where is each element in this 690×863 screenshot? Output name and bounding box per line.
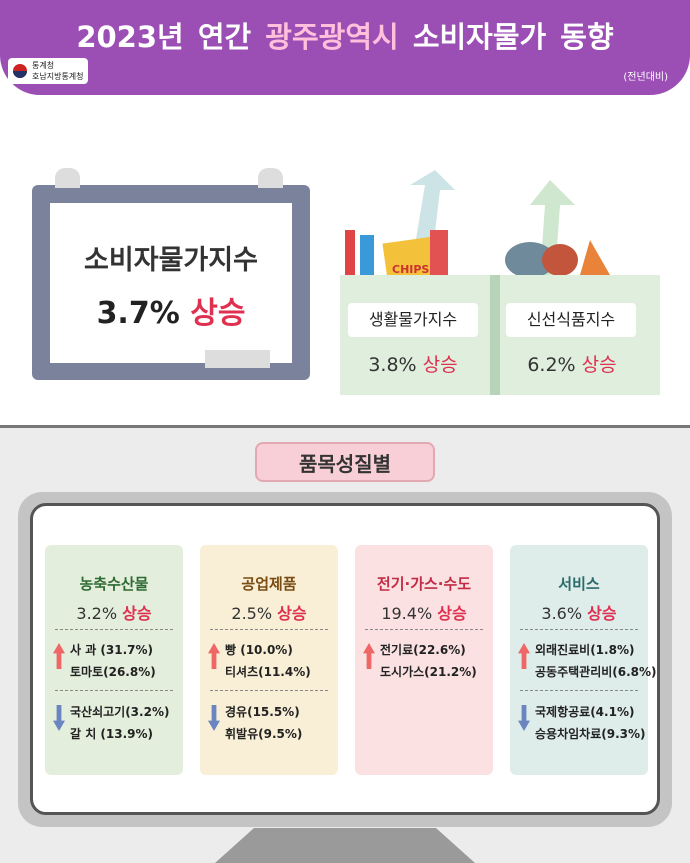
header	[0, 0, 690, 95]
down-item: 승용차임차료(9.3%)	[535, 727, 646, 741]
eraser	[205, 350, 270, 368]
up-item: 사 과 (31.7%)	[70, 643, 154, 657]
card-number: 2.5%	[231, 604, 273, 623]
card-title: 농축수산물	[79, 575, 149, 593]
section-title: 품목성질별	[255, 442, 435, 482]
sub-number: 6.2%	[527, 354, 576, 376]
sub-change: 상승	[422, 354, 458, 376]
down-item: 국산쇠고기(3.2%)	[70, 705, 170, 719]
card-number: 3.6%	[541, 604, 583, 623]
separator	[520, 629, 638, 630]
down-item: 갈 치 (13.9%)	[70, 727, 154, 741]
card	[200, 545, 338, 775]
logo-icon	[13, 64, 27, 78]
card-title: 공업제품	[241, 575, 297, 593]
sub-value: 6.2% 상승	[492, 350, 652, 377]
board-inner	[50, 203, 292, 363]
sub-number: 3.8%	[368, 354, 417, 376]
card-title: 서비스	[558, 575, 600, 593]
logo-agency: 통계청	[32, 61, 55, 70]
chips-label: CHIPS	[392, 263, 429, 276]
separator	[55, 690, 173, 691]
title: 2023년 연간 광주광역시 소비자물가 동향	[0, 14, 690, 56]
down-item: 휘발유(9.5%)	[225, 727, 303, 741]
separator	[210, 629, 328, 630]
separator	[55, 629, 173, 630]
main-label: 소비자물가지수	[84, 245, 258, 276]
card	[510, 545, 648, 775]
card-title: 전기·가스·수도	[376, 575, 472, 593]
down-item: 국제항공료(4.1%)	[535, 705, 635, 719]
separator	[365, 629, 483, 630]
card-number: 3.2%	[76, 604, 118, 623]
card-change: 상승	[587, 604, 617, 623]
monitor-stand	[215, 828, 475, 863]
separator	[210, 690, 328, 691]
card-value: 3.6% 상승	[510, 600, 648, 624]
note: (전년대비)	[623, 72, 668, 83]
logo-office: 호남지방통계청	[32, 72, 84, 81]
title-prefix: 2023년 연간	[76, 20, 252, 54]
separator	[520, 690, 638, 691]
card	[45, 545, 183, 775]
sub-value: 3.8% 상승	[333, 350, 493, 377]
card-value: 2.5% 상승	[200, 600, 338, 624]
card-value: 19.4% 상승	[355, 600, 493, 624]
up-item: 도시가스(21.2%)	[380, 665, 477, 679]
card-change: 상승	[437, 604, 467, 623]
card-change: 상승	[122, 604, 152, 623]
up-item: 빵 (10.0%)	[225, 643, 293, 657]
main-number: 3.7%	[96, 296, 180, 331]
up-item: 전기료(22.6%)	[380, 643, 466, 657]
up-item: 티셔츠(11.4%)	[225, 665, 311, 679]
sub-change: 상승	[581, 354, 617, 376]
sub-label: 신선식품지수	[506, 303, 636, 337]
main-change: 상승	[190, 296, 246, 331]
clip	[258, 168, 283, 188]
card-value: 3.2% 상승	[45, 600, 183, 624]
clip	[55, 168, 80, 188]
card-number: 19.4%	[381, 604, 433, 623]
title-suffix: 소비자물가 동향	[412, 20, 614, 54]
main-value: 3.7% 상승	[50, 288, 292, 332]
up-item: 외래진료비(1.8%)	[535, 643, 635, 657]
up-item: 토마토(26.8%)	[70, 665, 156, 679]
down-item: 경유(15.5%)	[225, 705, 300, 719]
up-item: 공동주택관리비(6.8%)	[535, 665, 657, 679]
title-highlight: 광주광역시	[265, 20, 399, 54]
card	[355, 545, 493, 775]
sub-label: 생활물가지수	[348, 303, 478, 337]
card-change: 상승	[277, 604, 307, 623]
